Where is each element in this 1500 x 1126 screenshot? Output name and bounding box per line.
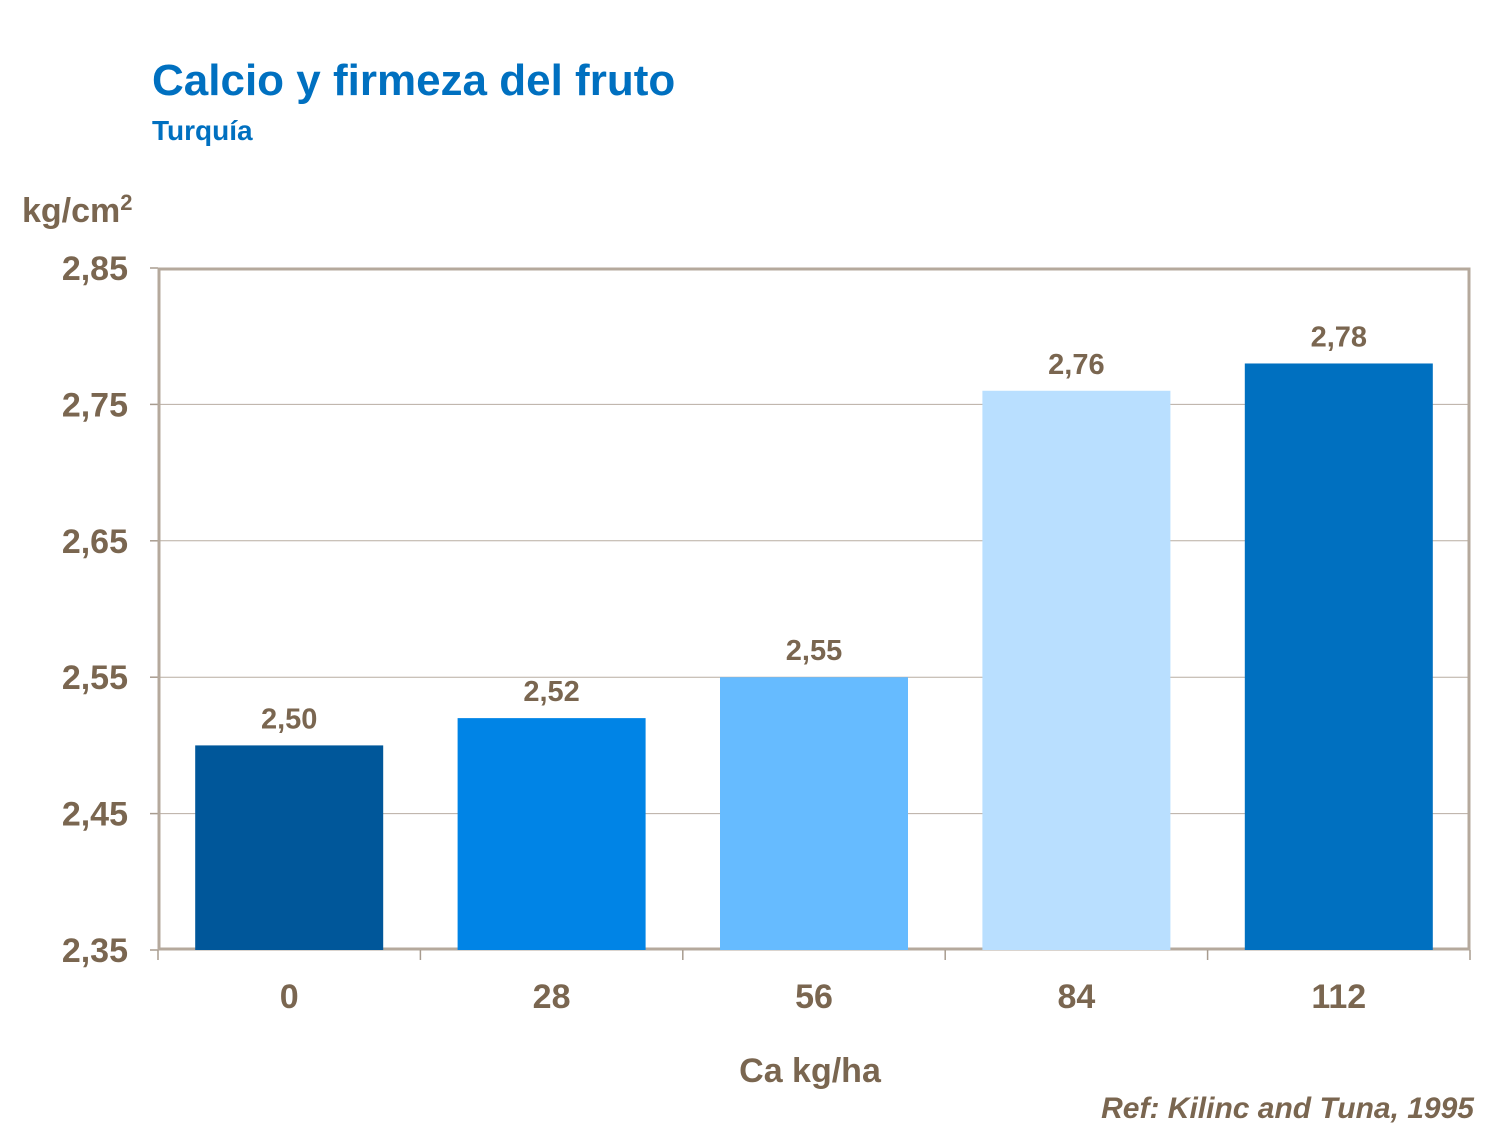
chart-title: Calcio y firmeza del fruto: [152, 56, 676, 105]
bar-112: [1244, 363, 1433, 951]
y-tick-label: 2,85: [62, 250, 128, 288]
x-axis-label: Ca kg/ha: [739, 1052, 881, 1090]
bar-0: [195, 745, 384, 950]
y-tick-label: 2,45: [62, 796, 128, 834]
y-axis-label-text: kg/cm: [22, 192, 121, 230]
data-label: 2,52: [523, 676, 579, 708]
data-label: 2,55: [786, 635, 842, 667]
y-tick-label: 2,35: [62, 932, 128, 970]
y-tick-label: 2,55: [62, 659, 128, 697]
y-axis-label: kg/cm2: [22, 190, 133, 231]
y-tick-label: 2,75: [62, 386, 128, 424]
reference-note: Ref: Kilinc and Tuna, 1995: [1101, 1092, 1474, 1125]
data-label: 2,78: [1311, 321, 1367, 353]
y-axis-label-superscript: 2: [120, 190, 133, 215]
x-tick-label: 84: [1057, 978, 1095, 1016]
bar-84: [982, 390, 1171, 950]
x-tick-label: 0: [280, 978, 299, 1016]
x-tick-label: 112: [1311, 978, 1366, 1016]
bar-56: [720, 677, 908, 950]
chart-subtitle: Turquía: [152, 115, 253, 146]
y-tick-label: 2,65: [62, 523, 128, 561]
x-tick-label: 56: [795, 978, 833, 1016]
data-label: 2,76: [1048, 349, 1104, 381]
bar-28: [457, 718, 646, 950]
data-label: 2,50: [261, 703, 317, 735]
x-tick-label: 28: [533, 978, 571, 1016]
